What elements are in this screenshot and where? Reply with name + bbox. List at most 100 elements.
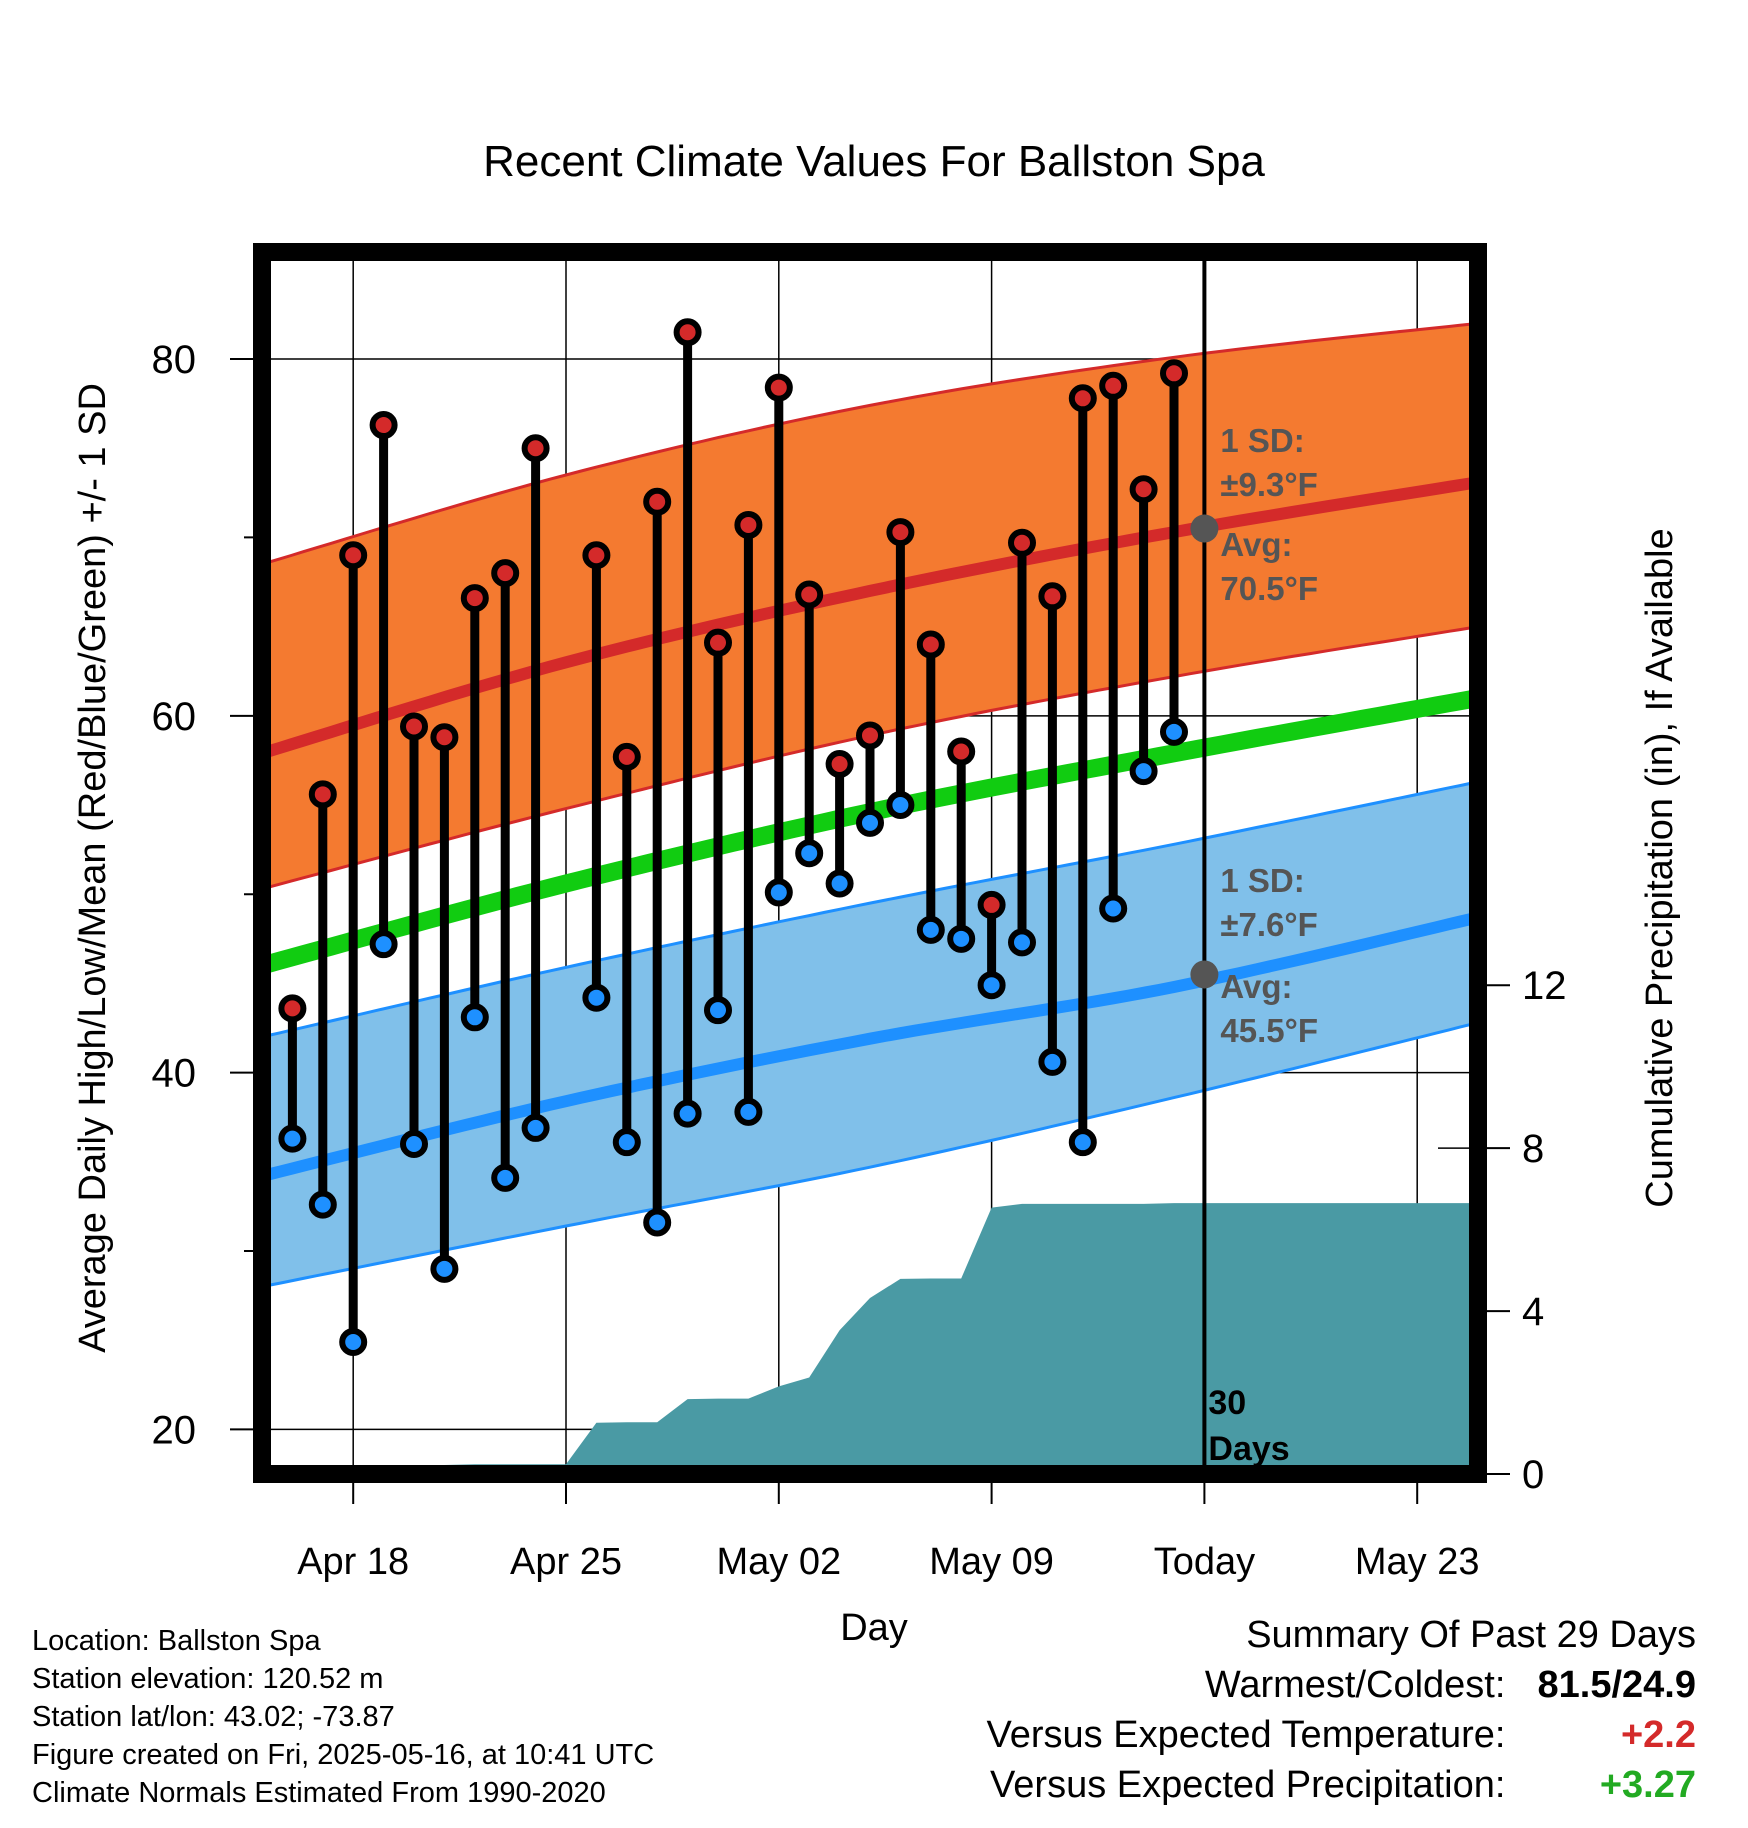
observed-low-point — [734, 1097, 763, 1126]
observed-low-point — [1008, 928, 1036, 957]
observed-low-point — [1129, 757, 1158, 786]
low-sd-value: ±7.6°F — [1220, 906, 1317, 943]
info-created: Figure created on Fri, 2025-05-16, at 10… — [32, 1739, 655, 1771]
low-sd-label: 1 SD: — [1220, 862, 1304, 899]
annotations: 1 SD: ±9.3°F Avg: 70.5°F 1 SD: ±7.6°F Avg: 45.5… — [1190, 422, 1318, 1468]
low-avg-label: Avg: — [1220, 968, 1292, 1005]
observed-low-point — [369, 930, 398, 959]
precipitation-label: Versus Expected Precipitation: — [990, 1764, 1506, 1806]
y-axis-right-label: Cumulative Precipitation (in), If Availa… — [1639, 528, 1681, 1207]
x-axis-tick-label: Apr 25 — [510, 1541, 622, 1583]
right-axis-tick-label: 4 — [1522, 1290, 1544, 1334]
observed-high-point — [278, 994, 307, 1023]
precipitation-value: +3.27 — [1599, 1764, 1696, 1806]
chart-title: Recent Climate Values For Ballston Spa — [483, 137, 1265, 186]
temperature-label: Versus Expected Temperature: — [986, 1714, 1506, 1756]
low-sd-band-upper-edge — [262, 780, 1478, 1039]
summary-temperature: Versus Expected Temperature: +2.2 — [987, 1710, 1696, 1760]
observed-high-point — [1129, 475, 1158, 504]
observed-low-point — [1068, 1128, 1097, 1157]
plot-frame — [253, 243, 1487, 1483]
info-normals: Climate Normals Estimated From 1990-2020 — [32, 1777, 606, 1809]
observed-high-point — [673, 318, 702, 347]
observed-high-point — [764, 373, 793, 402]
x-axis-tick-label: May 02 — [716, 1541, 841, 1583]
info-location: Location: Ballston Spa — [32, 1625, 321, 1657]
low-avg-value: 45.5°F — [1220, 1012, 1318, 1049]
observed-high-point — [856, 721, 884, 750]
warmest-coldest-value: 81.5/24.9 — [1537, 1664, 1696, 1706]
left-axis-tick-label: 40 — [152, 1052, 197, 1096]
observed-low-point — [977, 971, 1006, 1000]
observed-high-point — [612, 742, 641, 771]
left-axis-tick-label: 80 — [152, 338, 197, 382]
observed-low-point — [612, 1128, 641, 1157]
left-axis-tick-label: 60 — [152, 695, 197, 739]
right-axis-tick-label: 12 — [1522, 964, 1567, 1008]
observed-low-point — [430, 1254, 459, 1283]
low-sd-band-lower-edge — [262, 1021, 1478, 1289]
observed-low-point — [1038, 1047, 1067, 1076]
summary-heading: Summary Of Past 29 Days — [1246, 1614, 1696, 1656]
summary-precipitation: Versus Expected Precipitation: +3.27 — [987, 1760, 1696, 1810]
high-sd-band-upper-edge — [262, 321, 1478, 566]
warmest-coldest-label: Warmest/Coldest: — [1204, 1664, 1506, 1706]
observed-low-point — [643, 1208, 672, 1237]
observed-low-point — [278, 1124, 307, 1153]
observed-high-point — [704, 628, 732, 657]
observed-low-point — [673, 1099, 702, 1128]
observed-high-point — [795, 580, 824, 609]
observed-low-point — [308, 1190, 337, 1219]
observed-low-point — [400, 1129, 428, 1158]
today-low-avg-dot — [1190, 960, 1219, 989]
observed-low-point — [460, 1003, 489, 1032]
high-normal-line — [262, 476, 1478, 760]
observed-high-point — [734, 510, 763, 539]
high-sd-label: 1 SD: — [1220, 422, 1304, 459]
left-axis-tick-label: 20 — [152, 1408, 197, 1452]
observed-low-point — [856, 808, 884, 837]
observed-low-point — [825, 869, 854, 898]
observed-high-point — [339, 541, 368, 570]
observed-high-point — [1160, 359, 1188, 388]
observed-low-point — [947, 924, 976, 953]
observed-high-point — [1008, 528, 1036, 557]
right-axis-tick-label: 0 — [1522, 1453, 1544, 1497]
right-axis-tick-label: 8 — [1522, 1127, 1544, 1171]
observed-low-point — [491, 1163, 520, 1192]
x-axis-label: Day — [840, 1607, 908, 1649]
observed-low-point — [704, 996, 732, 1025]
observed-low-point — [886, 791, 915, 820]
window-label-unit: Days — [1208, 1430, 1289, 1468]
observed-high-point — [430, 723, 459, 752]
plot-area: 1 SD: ±9.3°F Avg: 70.5°F 1 SD: ±7.6°F Avg: 45.5… — [262, 252, 1478, 1474]
precipitation-fill — [262, 1203, 1478, 1474]
x-axis-tick-label: May 23 — [1355, 1541, 1480, 1583]
x-axis-tick-label: Today — [1154, 1541, 1255, 1583]
info-elevation: Station elevation: 120.52 m — [32, 1663, 384, 1695]
summary-warmest-coldest: Warmest/Coldest: 81.5/24.9 — [987, 1660, 1696, 1710]
x-axis-tick-label: Apr 18 — [297, 1541, 409, 1583]
x-axis: Apr 18 Apr 25 May 02 May 09 Today May 23 — [297, 1474, 1480, 1583]
observed-low-point — [1099, 894, 1128, 923]
observed-low-point — [582, 983, 611, 1012]
observed-high-point — [643, 487, 672, 516]
observed-high-point — [916, 630, 945, 659]
observed-high-point — [400, 712, 428, 741]
left-axis: 20 40 60 80 — [152, 338, 262, 1452]
observed-high-point — [825, 749, 854, 778]
observed-high-point — [460, 584, 489, 613]
observed-low-point — [339, 1327, 368, 1356]
right-axis: 0 4 8 12 — [1478, 964, 1567, 1497]
observed-high-point — [947, 737, 976, 766]
high-avg-label: Avg: — [1220, 526, 1292, 563]
window-label-number: 30 — [1208, 1384, 1246, 1422]
observed-high-point — [977, 890, 1006, 919]
observed-high-point — [582, 541, 611, 570]
x-axis-tick-label: May 09 — [929, 1541, 1054, 1583]
low-normal-line — [262, 911, 1478, 1182]
station-info: Location: Ballston Spa Station elevation… — [32, 1622, 654, 1812]
observed-low-point — [795, 839, 824, 868]
y-axis-left-label: Average Daily High/Low/Mean (Red/Blue/Gr… — [72, 383, 114, 1353]
